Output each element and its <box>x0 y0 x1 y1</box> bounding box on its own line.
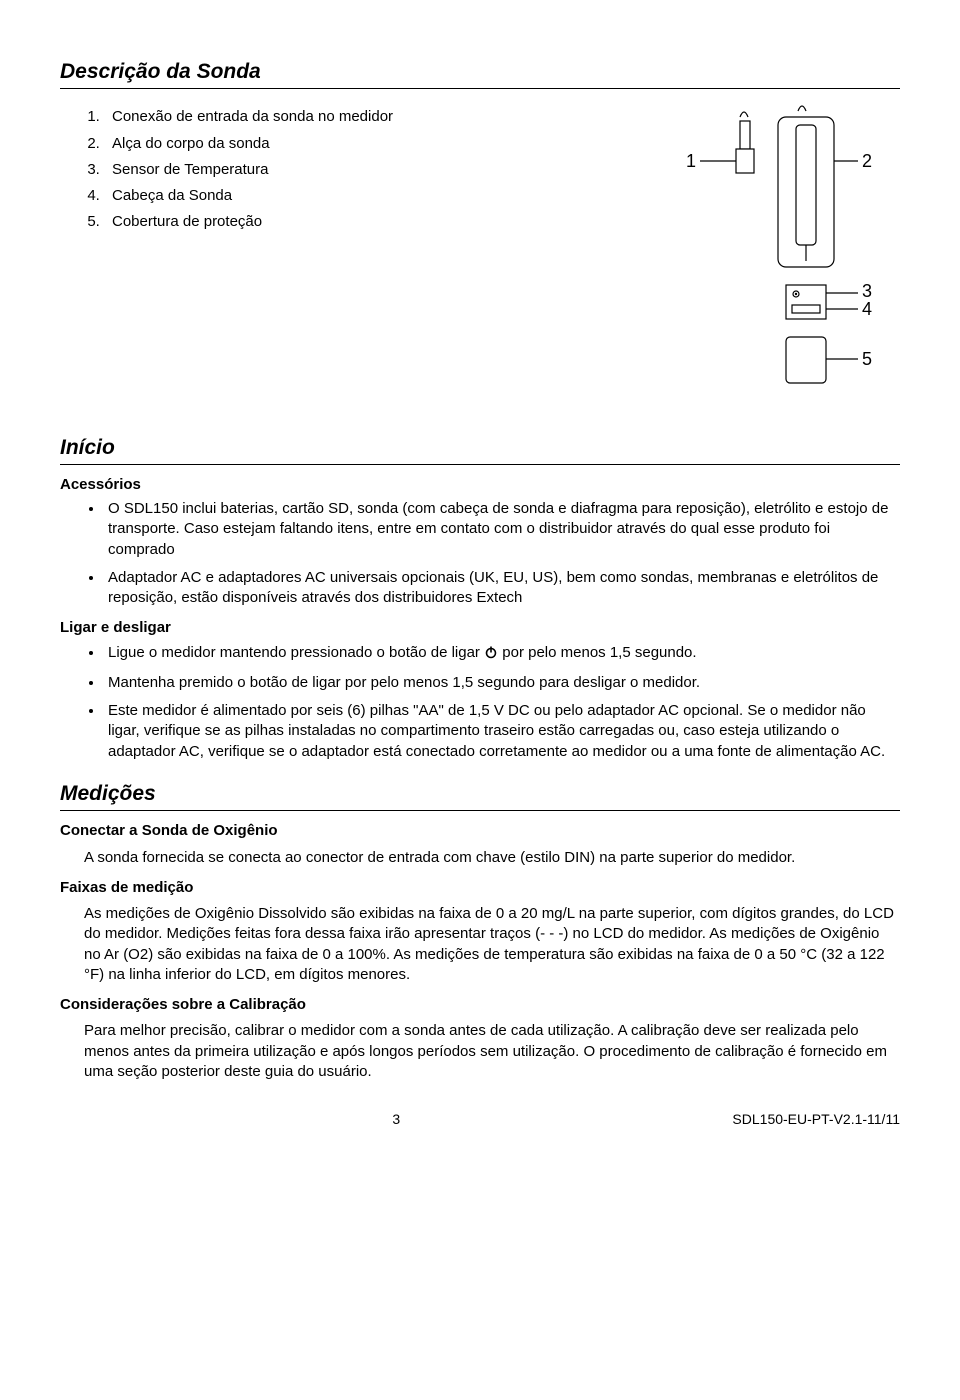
probe-diagram: 1 2 3 4 5 <box>640 99 900 415</box>
section-title-sonda: Descrição da Sonda <box>60 58 900 89</box>
footer: 3 SDL150-EU-PT-V2.1-11/11 <box>60 1110 900 1129</box>
list-item: Ligue o medidor mantendo pressionado o b… <box>104 643 900 665</box>
probe-svg: 1 2 3 4 5 <box>640 99 900 409</box>
paragraph: Para melhor precisão, calibrar o medidor… <box>60 1021 900 1082</box>
section-title-medicoes: Medições <box>60 780 900 811</box>
sonda-item: Sensor de Temperatura <box>104 160 620 180</box>
section-title-inicio: Início <box>60 434 900 465</box>
subheading-ligar: Ligar e desligar <box>60 618 900 638</box>
diagram-shape <box>740 112 748 117</box>
subheading-faixas: Faixas de medição <box>60 878 900 898</box>
sonda-list: Conexão de entrada da sonda no medidor A… <box>60 107 620 232</box>
diagram-label-1: 1 <box>686 151 696 171</box>
list-item: Mantenha premido o botão de ligar por pe… <box>104 673 900 693</box>
diagram-shape <box>792 305 820 313</box>
list-item: Adaptador AC e adaptadores AC universais… <box>104 568 900 609</box>
diagram-shape <box>736 149 754 173</box>
footer-doc: SDL150-EU-PT-V2.1-11/11 <box>732 1110 900 1129</box>
footer-page: 3 <box>392 1110 400 1129</box>
accessories-list: O SDL150 inclui baterias, cartão SD, son… <box>60 499 900 608</box>
text-fragment: Ligue o medidor mantendo pressionado o b… <box>108 644 484 661</box>
list-item: Este medidor é alimentado por seis (6) p… <box>104 701 900 762</box>
power-icon <box>484 645 498 665</box>
diagram-label-5: 5 <box>862 349 872 369</box>
diagram-shape <box>795 293 797 295</box>
diagram-shape <box>740 121 750 149</box>
diagram-shape <box>796 125 816 245</box>
list-item: O SDL150 inclui baterias, cartão SD, son… <box>104 499 900 560</box>
power-list: Ligue o medidor mantendo pressionado o b… <box>60 643 900 762</box>
text-fragment: por pelo menos 1,5 segundo. <box>502 644 696 661</box>
subheading-acessorios: Acessórios <box>60 475 900 495</box>
diagram-shape <box>786 285 826 319</box>
sonda-item: Conexão de entrada da sonda no medidor <box>104 107 620 127</box>
sonda-item: Alça do corpo da sonda <box>104 134 620 154</box>
top-row: Conexão de entrada da sonda no medidor A… <box>60 99 900 415</box>
sonda-list-column: Conexão de entrada da sonda no medidor A… <box>60 99 620 240</box>
sonda-item: Cabeça da Sonda <box>104 186 620 206</box>
diagram-shape <box>786 337 826 383</box>
diagram-shape <box>798 106 806 111</box>
paragraph: As medições de Oxigênio Dissolvido são e… <box>60 904 900 985</box>
diagram-label-4: 4 <box>862 299 872 319</box>
sonda-item: Cobertura de proteção <box>104 212 620 232</box>
diagram-label-3: 3 <box>862 281 872 301</box>
subheading-calib: Considerações sobre a Calibração <box>60 995 900 1015</box>
subheading-conectar: Conectar a Sonda de Oxigênio <box>60 821 900 841</box>
diagram-label-2: 2 <box>862 151 872 171</box>
paragraph: A sonda fornecida se conecta ao conector… <box>60 848 900 868</box>
